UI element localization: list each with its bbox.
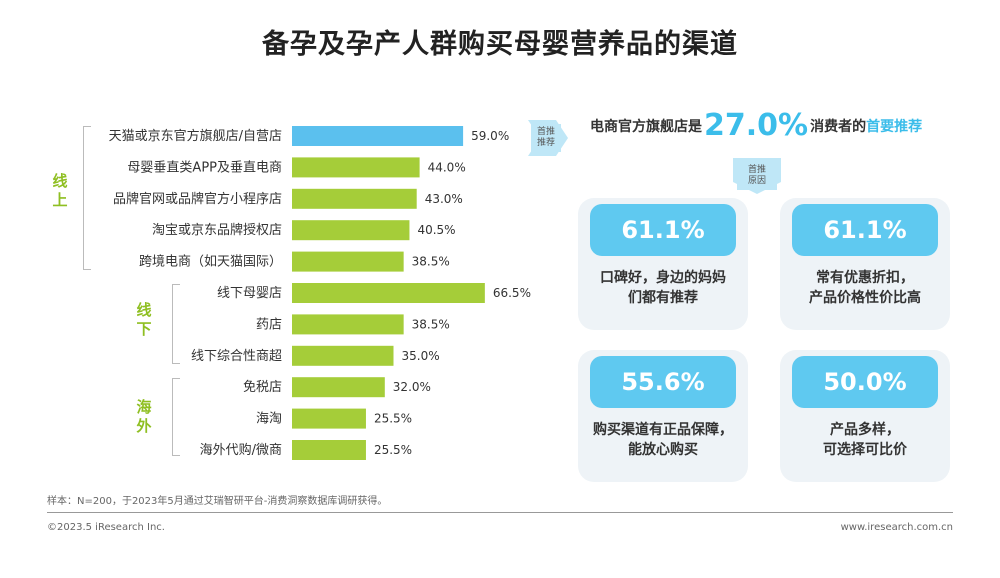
- category-label: 天猫或京东官方旗舰店/自营店: [109, 128, 282, 144]
- reason-card: 61.1% 常有优惠折扣， 产品价格性价比高: [780, 198, 950, 330]
- bar: [292, 440, 366, 460]
- footer-divider: [47, 512, 953, 513]
- reason-desc: 口碑好，身边的妈妈 们都有推荐: [600, 270, 726, 306]
- tag-reason: 首推 原因: [737, 162, 777, 190]
- group-label-overseas: 海外: [136, 398, 152, 435]
- reason-pct: 61.1%: [792, 204, 938, 256]
- group-label-offline: 线下: [136, 301, 152, 338]
- recommendation-panel: 首推 推荐 电商官方旗舰店是27.0% 消费者的首要推荐 首推 原因 61.1% …: [528, 100, 968, 500]
- headline: 电商官方旗舰店是27.0% 消费者的首要推荐: [590, 108, 922, 143]
- category-label: 线下综合性商超: [191, 349, 282, 364]
- value-label: 43.0%: [425, 192, 463, 206]
- bar: [292, 188, 417, 209]
- category-label: 母婴垂直类APP及垂直电商: [127, 160, 282, 175]
- category-label: 淘宝或京东品牌授权店: [152, 222, 282, 238]
- value-label: 40.5%: [417, 223, 455, 237]
- category-label: 免税店: [243, 380, 282, 395]
- bar: [292, 283, 485, 303]
- reason-desc: 产品多样， 可选择可比价: [823, 422, 907, 458]
- sample-note: 样本：N=200，于2023年5月通过艾瑞智研平台-消费洞察数据库调研获得。: [47, 496, 388, 507]
- bar: [292, 157, 420, 178]
- value-label: 25.5%: [374, 412, 412, 426]
- page-title: 备孕及孕产人群购买母婴营养品的渠道: [262, 29, 738, 60]
- value-label: 35.0%: [402, 349, 440, 363]
- bar: [292, 345, 394, 366]
- value-label: 32.0%: [393, 380, 431, 394]
- website-link[interactable]: www.iresearch.com.cn: [840, 522, 953, 533]
- group-label-online: 线上: [52, 172, 68, 209]
- bar: [292, 408, 366, 429]
- value-label: 25.5%: [374, 443, 412, 457]
- copyright: ©2023.5 iResearch Inc.: [47, 522, 165, 533]
- reason-desc: 常有优惠折扣， 产品价格性价比高: [809, 270, 921, 306]
- group-bracket-overseas: [172, 378, 180, 456]
- bar: [292, 314, 404, 335]
- value-label: 38.5%: [412, 255, 450, 269]
- category-label: 线下母婴店: [217, 286, 282, 301]
- category-label: 品牌官网或品牌官方小程序店: [113, 191, 282, 207]
- headline-big-pct: 27.0%: [704, 108, 809, 143]
- bar: [292, 251, 404, 272]
- category-label: 海淘: [256, 412, 282, 427]
- reason-desc: 购买渠道有正品保障， 能放心购买: [593, 422, 733, 458]
- group-bracket-offline: [172, 284, 180, 364]
- reason-pct: 50.0%: [792, 356, 938, 408]
- reason-pct: 55.6%: [590, 356, 736, 408]
- reason-card: 55.6% 购买渠道有正品保障， 能放心购买: [578, 350, 748, 482]
- category-label: 海外代购/微商: [200, 442, 282, 458]
- headline-mid: 消费者的: [810, 119, 867, 135]
- reason-card: 50.0% 产品多样， 可选择可比价: [780, 350, 950, 482]
- bar: [292, 126, 464, 146]
- value-label: 38.5%: [412, 317, 450, 331]
- value-label: 44.0%: [428, 160, 466, 174]
- headline-pre: 电商官方旗舰店是: [590, 119, 702, 135]
- category-label: 药店: [256, 317, 282, 332]
- category-label: 跨境电商（如天猫国际）: [139, 254, 282, 270]
- bar: [292, 377, 385, 398]
- reason-card: 61.1% 口碑好，身边的妈妈 们都有推荐: [578, 198, 748, 330]
- value-label: 66.5%: [493, 286, 531, 300]
- bar: [292, 220, 410, 241]
- reason-pct: 61.1%: [590, 204, 736, 256]
- value-label: 59.0%: [471, 129, 509, 143]
- headline-highlight: 首要推荐: [866, 119, 923, 135]
- group-bracket-online: [83, 126, 91, 270]
- tag-first-recommend: 首推 推荐: [531, 124, 561, 152]
- bars-svg: 天猫或京东官方旗舰店/自营店 59.0% 母婴垂直类APP及垂直电商 44.0% 品牌官…: [109, 126, 531, 460]
- bar-chart: 线上 线下 海外 天猫或京东官方旗舰店/自营店 59.0% 母婴垂直类APP及垂直电…: [0, 0, 560, 480]
